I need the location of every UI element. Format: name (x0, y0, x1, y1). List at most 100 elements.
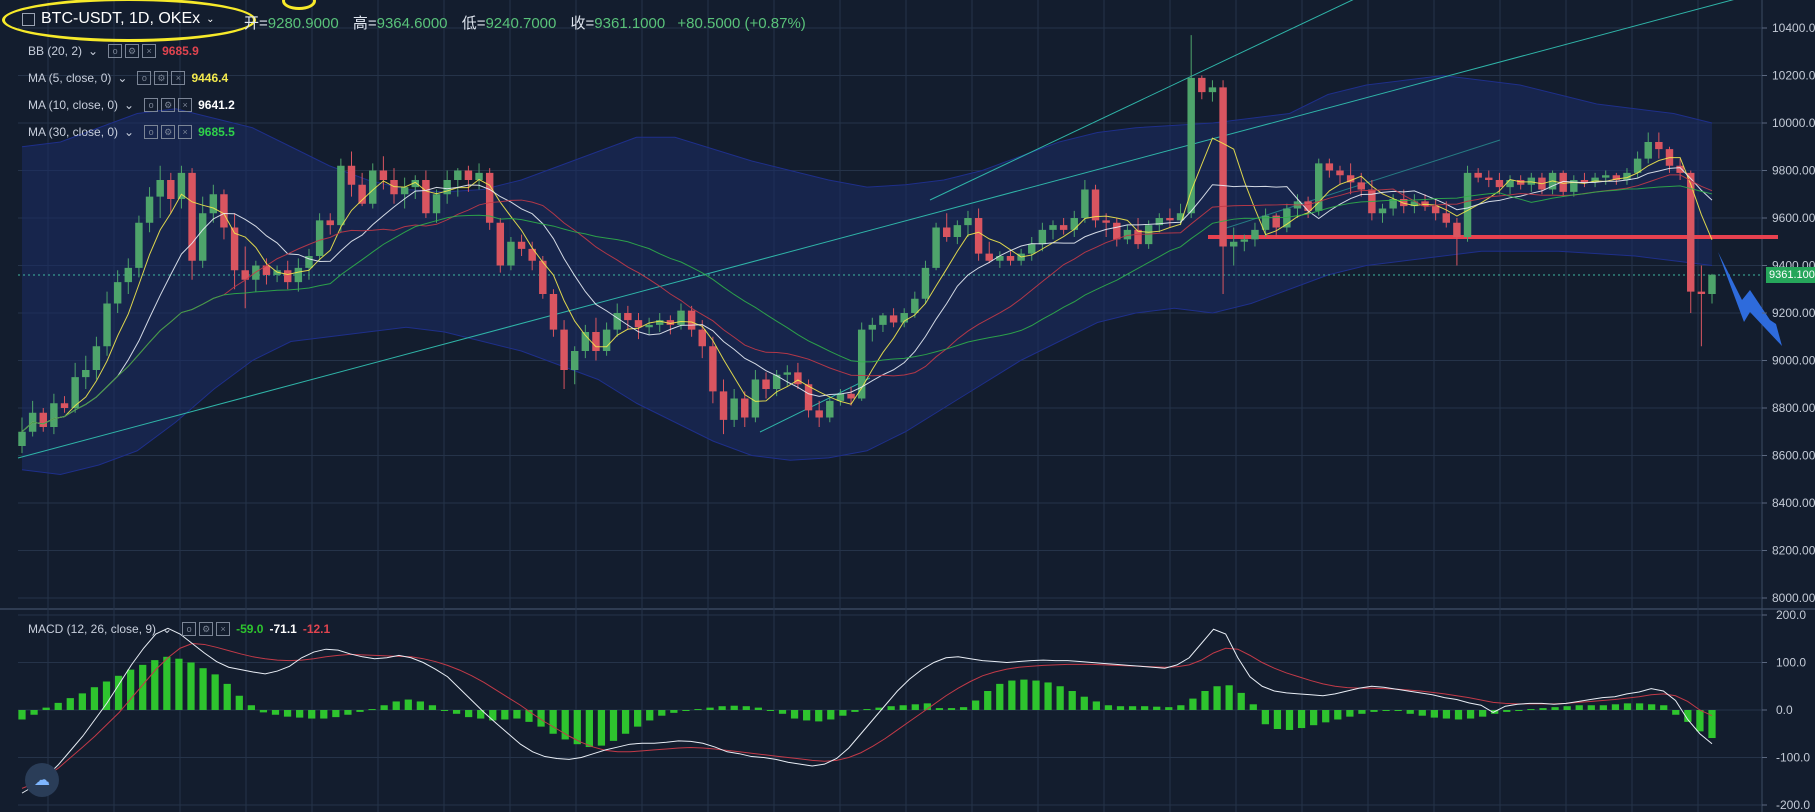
candle-body (826, 400, 834, 418)
macd-hist-bar (54, 702, 62, 710)
close-icon[interactable]: × (178, 125, 193, 139)
indicator-buttons: o ⚙ × (108, 44, 157, 58)
candle-body (1272, 215, 1280, 228)
eye-icon[interactable]: o (182, 622, 197, 636)
gear-icon[interactable]: ⚙ (161, 125, 176, 139)
candle-body (209, 194, 218, 214)
macd-hist-bar (1322, 710, 1330, 723)
candle-body (1495, 180, 1504, 188)
macd-hist-bar (90, 687, 99, 710)
candle-body (592, 332, 600, 351)
candle-body (1410, 201, 1419, 207)
candle-body (1123, 229, 1132, 240)
candle-body (347, 165, 356, 185)
candle-body (145, 196, 154, 223)
macd-hist-bar (1201, 691, 1209, 710)
bollinger-bands (21, 74, 1713, 476)
close-icon[interactable]: × (216, 622, 231, 636)
candle-body (560, 329, 568, 370)
macd-hist-bar (634, 710, 642, 727)
macd-hist-bar (597, 710, 606, 746)
candle-body (315, 220, 324, 256)
chevron-down-icon[interactable]: ⌄ (206, 13, 215, 25)
chevron-down-icon[interactable]: ⌄ (162, 622, 173, 636)
candle-body (400, 187, 409, 195)
short-trend-line (759, 377, 871, 433)
ma5-label: MA (5, close, 0) (28, 71, 112, 85)
legend-ma10[interactable]: MA (10, close, 0) ⌄ o ⚙ × 9641.2 (28, 98, 235, 112)
macd-hist-bar (803, 710, 811, 721)
macd-hist-bar (1382, 710, 1390, 711)
close-icon[interactable]: × (178, 98, 193, 112)
ma30-label: MA (30, close, 0) (28, 125, 119, 139)
gear-icon[interactable]: ⚙ (154, 71, 169, 85)
symbol-title[interactable]: BTC-USDT, 1D, OKEx ⌄ (22, 10, 215, 28)
macd-line (21, 627, 1713, 794)
gear-icon[interactable]: ⚙ (199, 622, 214, 636)
macd-hist-bar (271, 710, 280, 715)
macd-hist-bar (247, 705, 255, 710)
eye-icon[interactable]: o (137, 71, 152, 85)
eye-icon[interactable]: o (144, 125, 159, 139)
last-price-tag: 9361.100 (1766, 267, 1815, 283)
chevron-down-icon[interactable]: ⌄ (124, 98, 135, 112)
candle-body (964, 218, 972, 226)
macd-hist-bar (1684, 710, 1692, 722)
candle-body (1591, 177, 1599, 183)
candle-body (1389, 199, 1397, 209)
price-axis: 10400.0010200.0010000.009800.009600.0094… (1762, 21, 1815, 812)
candle-body (847, 393, 855, 399)
candle-body (1453, 222, 1461, 237)
candle-body (432, 194, 441, 214)
macd-hist-bar (1611, 704, 1620, 710)
cloud-logo-icon[interactable]: ☁ (25, 763, 59, 797)
macd-hist-bar (66, 698, 74, 710)
bb-lower-line (21, 250, 1713, 476)
legend-bb[interactable]: BB (20, 2) ⌄ o ⚙ × 9685.9 (28, 44, 199, 58)
eye-icon[interactable]: o (108, 44, 123, 58)
macd-hist-bar (887, 706, 895, 710)
candle-body (730, 398, 738, 420)
macd-signal-line (21, 642, 1713, 789)
legend-ma5[interactable]: MA (5, close, 0) ⌄ o ⚙ × 9446.4 (28, 71, 228, 85)
candle-body (1697, 291, 1706, 294)
gear-icon[interactable]: ⚙ (161, 98, 176, 112)
close-icon[interactable]: × (171, 71, 186, 85)
macd-hist-bar (1672, 710, 1680, 715)
candle-body (804, 384, 813, 411)
macd-hist-bar (1189, 698, 1197, 710)
macd-hist-bar (1466, 710, 1475, 719)
change-value: +80.5000 (+0.87%) (677, 15, 806, 32)
legend-macd[interactable]: MACD (12, 26, close, 9) ⌄ o ⚙ × -59.0 -71.1… (28, 622, 330, 636)
chevron-down-icon[interactable]: ⌄ (117, 71, 128, 85)
macd-hist-bar (585, 710, 593, 748)
macd-hist-bar (139, 664, 147, 710)
macd-hist-bar (959, 707, 968, 710)
macd-hist-bar (356, 710, 364, 712)
macd-hist-bar (332, 710, 340, 718)
eye-icon[interactable]: o (144, 98, 159, 112)
candle-body (1304, 201, 1312, 211)
macd-hist-bar (1635, 703, 1644, 710)
ohlc-readout: 开=9280.9000 高=9364.6000 低=9240.7000 收=93… (244, 12, 806, 33)
macd-hist-bar (875, 707, 883, 710)
candle-body (294, 267, 303, 283)
chevron-down-icon[interactable]: ⌄ (88, 44, 99, 58)
legend-ma30[interactable]: MA (30, close, 0) ⌄ o ⚙ × 9685.5 (28, 125, 235, 139)
candle-body (326, 220, 334, 226)
candle-body (1633, 158, 1642, 173)
close-icon[interactable]: × (142, 44, 157, 58)
candle-body (411, 180, 419, 188)
candle-body (358, 184, 366, 204)
macd-hist-bar (682, 710, 690, 711)
macd-hist-bar (513, 710, 521, 719)
collapse-toggle-icon[interactable] (22, 12, 35, 26)
macd-hist-bar (380, 705, 388, 710)
chevron-down-icon[interactable]: ⌄ (124, 125, 135, 139)
macd-hist-bar (549, 710, 557, 734)
candle-body (1155, 218, 1164, 226)
candle-body (1028, 244, 1036, 254)
macd-hist-bar (1128, 706, 1137, 710)
gear-icon[interactable]: ⚙ (125, 44, 140, 58)
